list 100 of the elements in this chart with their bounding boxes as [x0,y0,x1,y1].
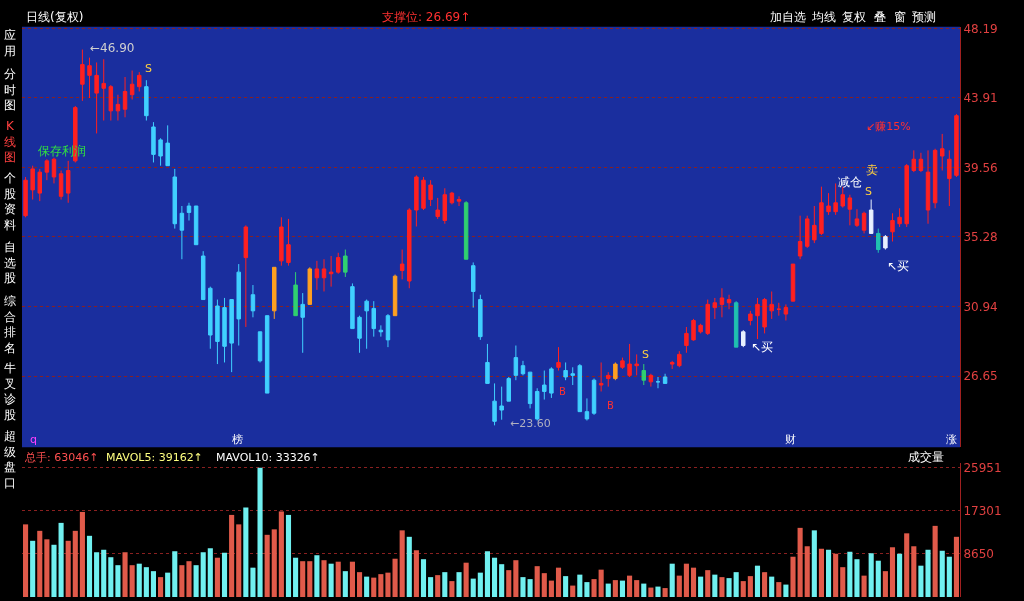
bar [705,570,711,598]
bar [335,561,341,598]
text: 预测 [912,10,936,24]
annotation: 财 [785,433,796,446]
bar [449,581,455,598]
text: 牛叉诊股 [4,361,16,422]
bar [342,571,348,598]
candlestick [648,373,654,388]
bar [51,544,57,598]
bar [953,536,960,598]
candlestick [826,192,831,216]
bar [641,583,647,598]
chart-title: 日线(复权) [26,10,84,24]
annotation: ↙赚15% [866,120,911,133]
bar [570,585,576,598]
candlestick [257,331,263,363]
candlestick [790,263,796,302]
candlestick [556,346,561,372]
candlestick [264,315,270,394]
bar [30,540,36,598]
bar [712,574,718,598]
bar [563,576,569,598]
bar [541,573,547,598]
candlestick [144,79,149,122]
bar [690,567,697,598]
candlestick [698,323,703,334]
text: 自选股 [4,240,16,286]
bar [420,559,427,598]
candlestick [705,299,710,336]
text: 复权 [842,10,866,24]
candlestick [876,228,881,254]
bar [300,561,306,598]
bar [129,565,135,598]
bar [499,564,505,598]
candlestick [414,174,419,227]
bar [612,580,618,598]
candlestick [833,182,838,216]
bar [634,580,640,598]
bar [825,549,832,598]
candlestick [797,215,803,260]
y-tick-label: 25951 [963,461,1002,476]
candlestick [428,179,433,207]
bar [435,575,441,598]
y-tick-label: 48.19 [963,21,998,36]
annotation: 成交量 [908,450,944,464]
bar [243,507,249,598]
bar [193,565,199,598]
candlestick [897,207,902,228]
bar [783,584,789,598]
text: 加自选 [770,10,806,24]
y-tick-label: 30.94 [963,300,998,315]
candlestick [954,113,959,178]
candlestick [677,350,682,368]
candlestick [606,371,611,388]
candlestick [513,345,519,381]
bar [356,572,363,598]
candlestick [222,297,227,363]
bar [108,557,114,598]
text: 窗 [894,10,906,24]
bar [484,551,491,598]
candlestick [172,168,178,230]
candlestick [23,176,28,218]
bar [22,524,29,598]
bar [94,552,100,598]
bar [918,565,924,598]
candlestick [357,315,362,354]
candlestick [591,378,597,416]
text: 超级盘口 [4,429,16,490]
candlestick [719,287,725,318]
bar [236,524,242,598]
bar [655,586,661,598]
candlestick [485,343,490,384]
bar [364,576,370,598]
candlestick [634,353,639,376]
candlestick [840,186,845,209]
bar [37,530,43,598]
annotation: MAVOL5: 39162↑ [106,451,203,464]
candlestick [65,160,71,204]
candlestick [435,197,440,220]
candlestick [549,366,554,399]
bar [840,567,846,598]
bar [399,530,405,598]
bar [278,511,284,598]
bar [186,561,192,598]
bar [293,557,299,598]
bar [172,551,178,598]
candlestick [499,386,504,421]
candlestick [286,218,291,267]
bar [143,567,149,598]
bar [328,563,334,598]
candlestick [350,282,355,330]
bar [229,514,235,598]
bar [939,550,945,598]
candlestick [470,261,476,309]
bar [534,566,540,598]
candlestick [37,168,43,202]
candlestick [87,57,92,99]
bar [442,572,448,598]
bar [698,576,704,598]
annotation: MAVOL10: 33326↑ [216,451,320,464]
